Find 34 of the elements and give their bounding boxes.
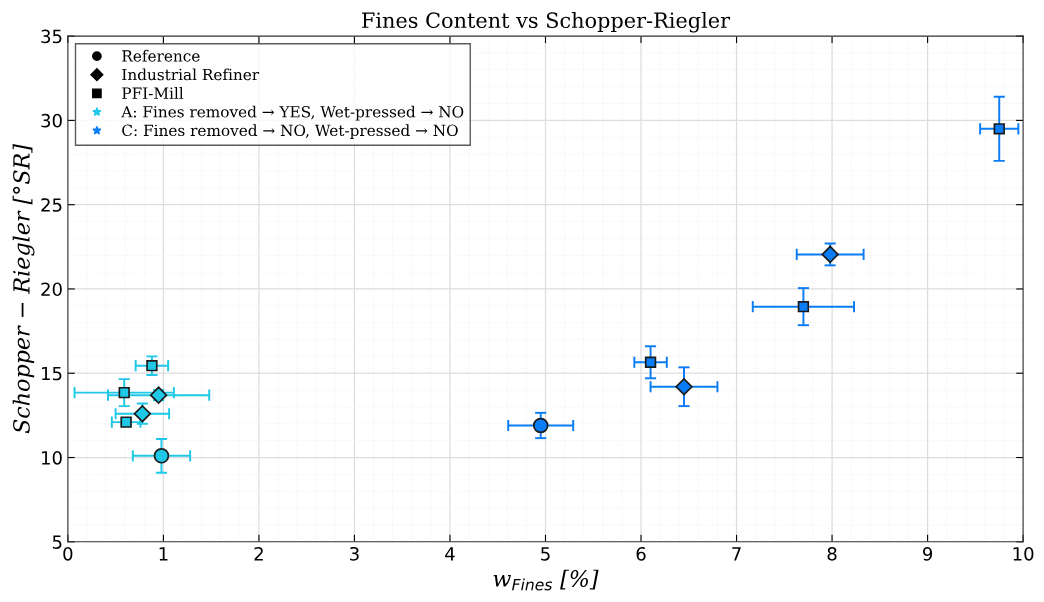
x-tick-label: 1	[159, 547, 168, 561]
legend-label: A: Fines removed → YES, Wet-pressed → NO	[121, 105, 464, 121]
chart-title: Fines Content vs Schopper-Riegler	[362, 11, 731, 33]
legend-label: C: Fines removed → NO, Wet-pressed → NO	[122, 124, 458, 140]
x-tick-label: 4	[445, 547, 455, 561]
point	[532, 417, 549, 434]
point	[993, 123, 1005, 135]
y-tick-label: 20	[41, 282, 62, 297]
point	[797, 300, 810, 313]
point	[153, 448, 170, 464]
y-tick-label: 5	[52, 535, 62, 549]
x-tick-label: 2	[254, 546, 263, 561]
y-axis-title: Schopper − Riegler [°SR]	[12, 143, 35, 434]
legend-label: Industrial Refiner	[122, 68, 260, 81]
x-tick-label: 6	[636, 546, 646, 561]
x-axis-title: w$_{Fines}$ [%]	[493, 569, 599, 591]
point	[146, 359, 158, 372]
legend-label: PFI-Mill	[122, 87, 184, 99]
point	[675, 378, 693, 396]
x-tick-label: 10	[1013, 546, 1034, 561]
y-tick-label: 25	[41, 198, 62, 212]
x-tick-label: 9	[922, 546, 933, 561]
point	[118, 386, 130, 399]
x-tick-label: 0	[63, 546, 73, 561]
y-tick-label: 15	[42, 366, 62, 381]
y-tick-label: 35	[41, 29, 62, 44]
x-tick-label: 7	[732, 547, 741, 561]
x-tick-label: 8	[827, 546, 837, 561]
x-tick-label: 5	[541, 547, 550, 561]
x-tick-label: 3	[350, 546, 359, 561]
y-tick-label: 30	[41, 113, 62, 128]
y-tick-label: 10	[42, 450, 62, 465]
legend-label: Reference	[122, 49, 200, 62]
point	[644, 356, 657, 368]
